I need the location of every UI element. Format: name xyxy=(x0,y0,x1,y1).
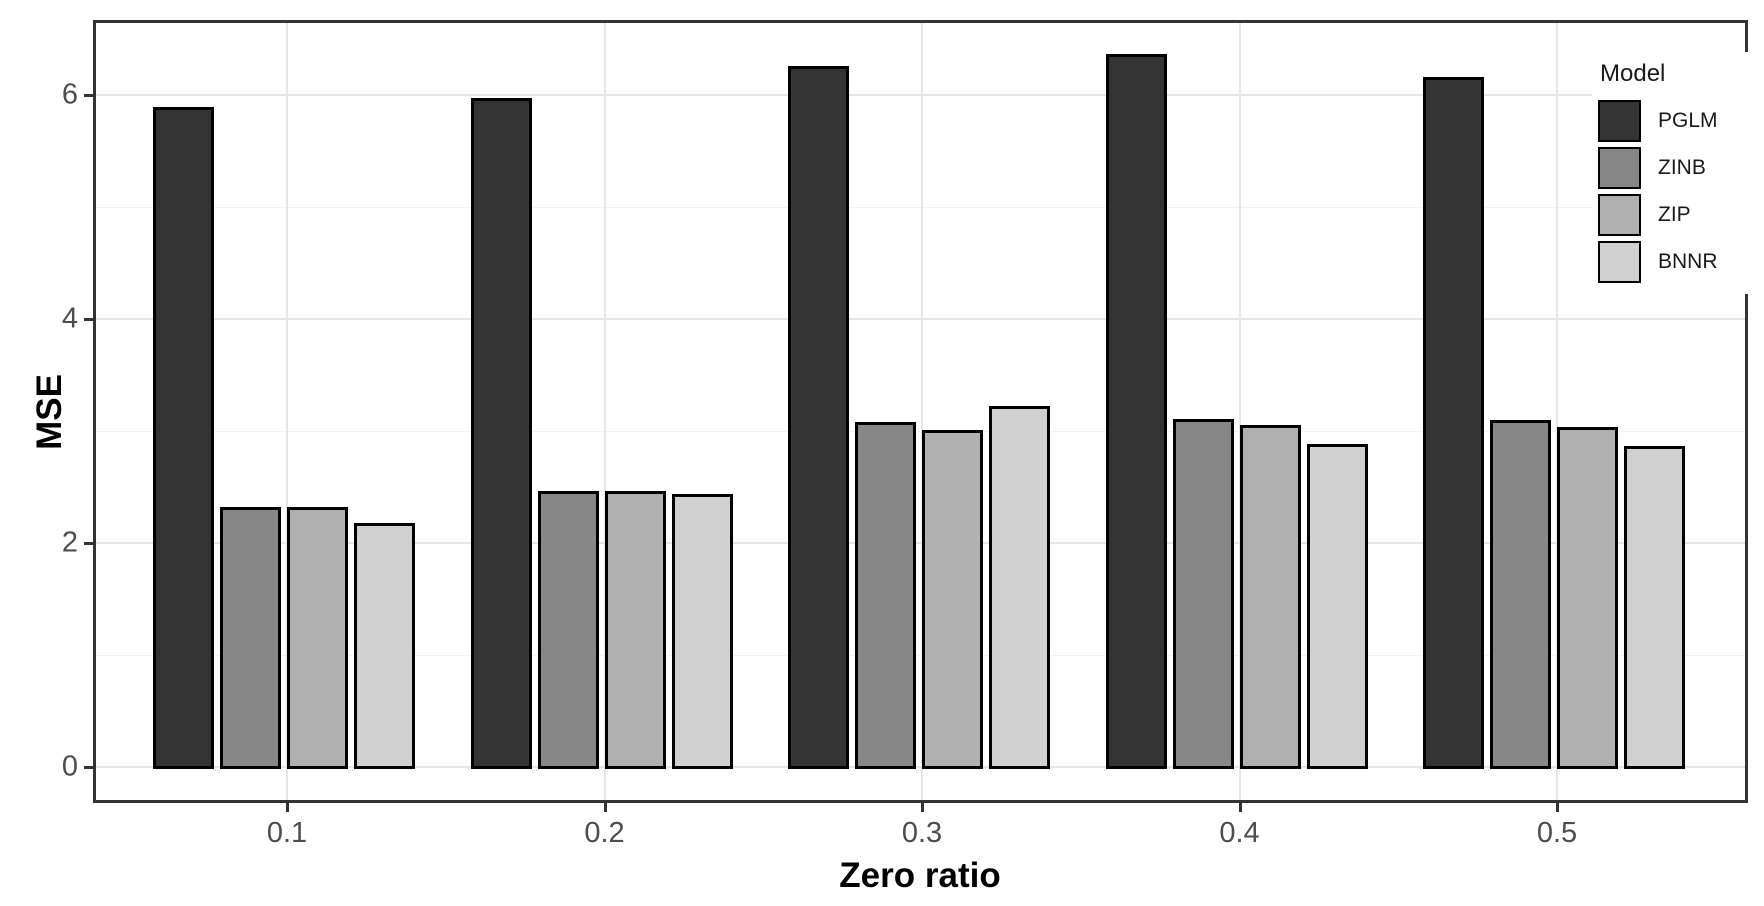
bar-bnnr-0.2 xyxy=(671,493,733,769)
legend: Model PGLM ZINB ZIP BNNR xyxy=(1592,52,1752,294)
x-tick-mark xyxy=(921,803,924,812)
gridline-major-vertical xyxy=(603,20,606,803)
gridline-major-vertical xyxy=(1238,20,1241,803)
bar-zinb-0.1 xyxy=(220,507,281,769)
legend-swatch-pglm xyxy=(1598,100,1641,142)
y-tick-label: 6 xyxy=(61,78,78,111)
legend-item-pglm: PGLM xyxy=(1598,100,1752,142)
y-tick-mark xyxy=(84,318,93,321)
legend-label-zip: ZIP xyxy=(1658,203,1691,226)
bar-zip-0.2 xyxy=(604,491,666,769)
bar-zinb-0.2 xyxy=(537,491,599,769)
plot-panel xyxy=(93,20,1748,803)
bar-bnnr-0.3 xyxy=(989,406,1050,769)
bar-pglm-0.2 xyxy=(470,98,532,769)
y-tick-mark xyxy=(84,94,93,97)
bar-zinb-0.5 xyxy=(1490,419,1551,769)
y-tick-mark xyxy=(84,766,93,769)
bar-bnnr-0.4 xyxy=(1306,444,1368,769)
y-tick-label: 4 xyxy=(61,302,78,335)
gridline-minor-horizontal xyxy=(93,206,1748,208)
legend-item-zip: ZIP xyxy=(1598,194,1752,236)
gridline-major-horizontal xyxy=(93,318,1748,320)
legend-item-bnnr: BNNR xyxy=(1598,241,1752,283)
gridline-major-horizontal xyxy=(93,542,1748,544)
bar-pglm-0.5 xyxy=(1423,77,1484,769)
legend-item-zinb: ZINB xyxy=(1598,147,1752,189)
bar-zinb-0.4 xyxy=(1172,418,1234,769)
bar-bnnr-0.1 xyxy=(354,522,415,769)
y-tick-label: 0 xyxy=(61,750,78,783)
x-tick-label: 0.3 xyxy=(901,817,943,849)
legend-swatch-zinb xyxy=(1598,147,1641,189)
x-tick-mark xyxy=(1238,803,1242,812)
y-axis-title: MSE xyxy=(29,374,69,450)
x-tick-mark xyxy=(603,803,607,812)
legend-label-pglm: PGLM xyxy=(1658,109,1718,132)
gridline-major-vertical xyxy=(921,20,923,803)
gridline-major-vertical xyxy=(286,20,288,803)
gridline-major-horizontal xyxy=(93,766,1748,768)
legend-title: Model xyxy=(1600,60,1666,87)
gridline-minor-horizontal xyxy=(93,430,1748,432)
gridline-major-vertical xyxy=(1556,20,1558,803)
y-tick-mark xyxy=(84,542,93,545)
gridline-major-horizontal xyxy=(93,94,1748,96)
bar-zip-0.3 xyxy=(922,429,983,769)
x-tick-mark xyxy=(286,803,289,812)
x-tick-label: 0.4 xyxy=(1219,817,1260,849)
bar-pglm-0.3 xyxy=(788,65,849,769)
bar-zip-0.1 xyxy=(287,507,348,769)
x-axis-title: Zero ratio xyxy=(839,856,1001,895)
x-tick-label: 0.2 xyxy=(584,817,625,849)
bar-zip-0.4 xyxy=(1239,425,1301,769)
bar-bnnr-0.5 xyxy=(1624,445,1685,769)
x-tick-label: 0.1 xyxy=(266,817,308,849)
legend-swatch-zip xyxy=(1598,194,1641,236)
bar-pglm-0.1 xyxy=(153,107,214,769)
legend-swatch-bnnr xyxy=(1598,241,1641,283)
bar-zip-0.5 xyxy=(1557,426,1618,769)
x-tick-label: 0.5 xyxy=(1536,817,1578,849)
bar-zinb-0.3 xyxy=(855,422,916,769)
bar-pglm-0.4 xyxy=(1105,53,1167,769)
y-tick-label: 2 xyxy=(61,526,78,559)
legend-label-zinb: ZINB xyxy=(1658,156,1706,179)
gridline-minor-horizontal xyxy=(93,654,1748,656)
legend-label-bnnr: BNNR xyxy=(1658,250,1718,273)
x-tick-mark xyxy=(1556,803,1559,812)
